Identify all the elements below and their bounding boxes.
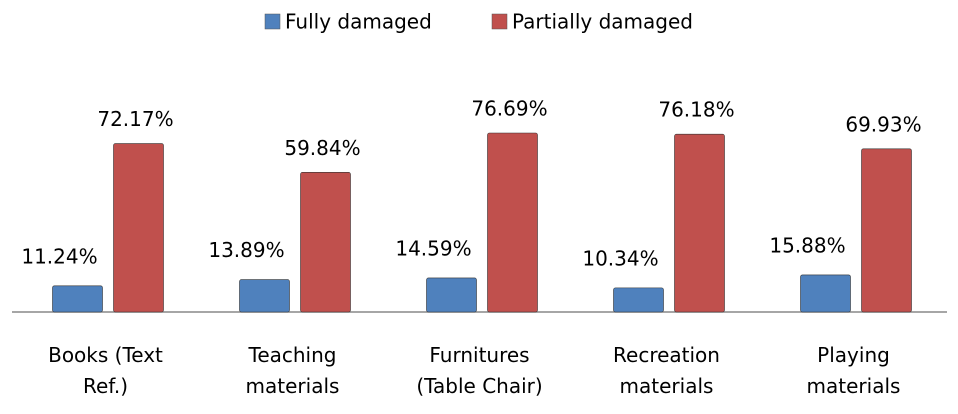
data-label: 14.59% <box>395 236 471 260</box>
bar <box>487 132 538 313</box>
x-tick-label: Recreation materials <box>613 343 720 398</box>
legend-label: Partially damaged <box>512 10 693 34</box>
data-label: 76.69% <box>471 97 547 121</box>
x-tick-label: Playing materials <box>806 343 901 398</box>
bar <box>52 285 103 313</box>
data-label: 76.18% <box>658 98 734 122</box>
data-label: 10.34% <box>582 246 658 270</box>
data-label: 13.89% <box>208 238 284 262</box>
data-label: 15.88% <box>769 233 845 257</box>
data-label: 69.93% <box>845 112 921 136</box>
x-tick-label: Teaching materials <box>245 343 340 398</box>
data-label: 11.24% <box>21 244 97 268</box>
bar <box>800 274 851 313</box>
bar <box>113 143 164 313</box>
bar <box>861 148 912 313</box>
bar <box>239 279 290 313</box>
data-label: 59.84% <box>284 136 360 160</box>
legend-label: Fully damaged <box>285 10 432 34</box>
bar <box>426 277 477 313</box>
bar <box>674 133 725 313</box>
x-tick-label: Books (Text Ref.) <box>48 343 163 398</box>
legend-swatch <box>264 13 281 30</box>
bar <box>613 287 664 313</box>
bar <box>300 172 351 313</box>
data-label: 72.17% <box>97 107 173 131</box>
x-tick-label: Furnitures (Table Chair) <box>416 343 543 398</box>
legend-swatch <box>491 13 508 30</box>
